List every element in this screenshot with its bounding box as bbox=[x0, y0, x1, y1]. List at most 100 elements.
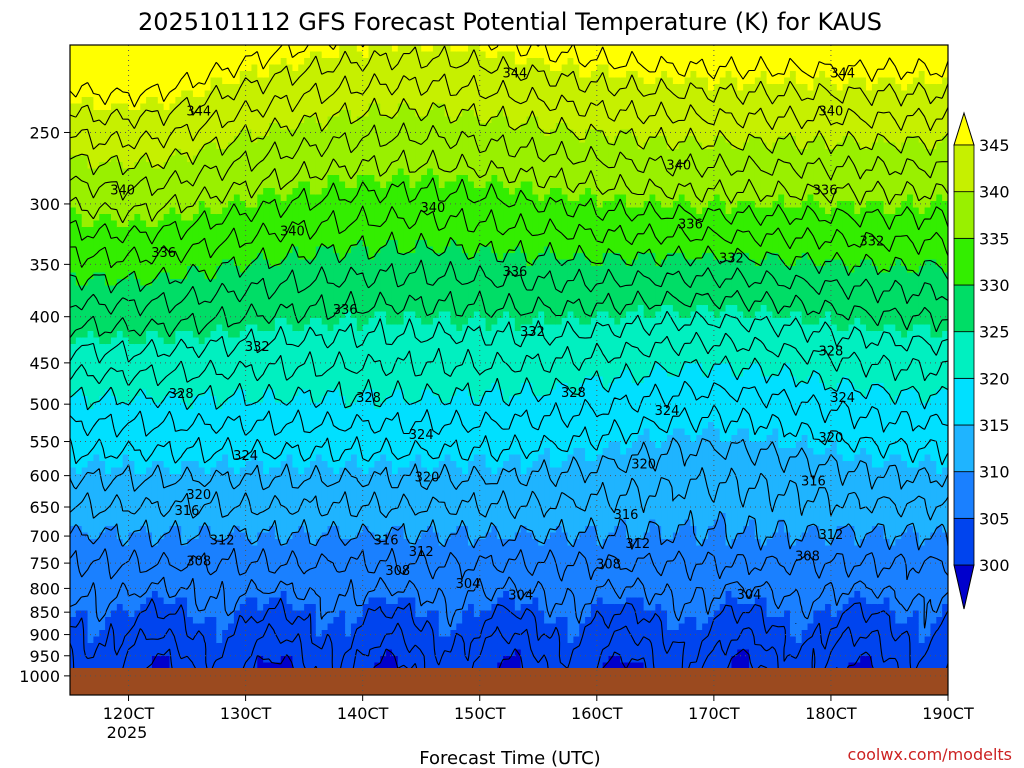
fill-cell bbox=[233, 357, 241, 365]
fill-cell bbox=[333, 636, 340, 644]
fill-cell bbox=[93, 175, 100, 183]
fill-cell bbox=[257, 363, 264, 371]
fill-cell bbox=[274, 415, 282, 423]
fill-cell bbox=[350, 500, 358, 508]
fill-cell bbox=[81, 331, 89, 339]
fill-cell bbox=[321, 396, 329, 404]
fill-cell bbox=[269, 532, 276, 540]
fill-cell bbox=[339, 344, 346, 352]
fill-cell bbox=[122, 480, 130, 488]
fill-cell bbox=[157, 370, 165, 378]
fill-cell bbox=[204, 207, 212, 215]
fill-cell bbox=[345, 480, 352, 488]
fill-cell bbox=[216, 630, 223, 638]
fill-cell bbox=[222, 188, 229, 196]
fill-cell bbox=[280, 474, 288, 482]
fill-cell bbox=[198, 487, 206, 495]
fill-cell bbox=[93, 389, 100, 397]
fill-cell bbox=[75, 584, 83, 592]
fill-cell bbox=[269, 311, 276, 319]
fill-cell bbox=[280, 526, 288, 534]
fill-cell bbox=[204, 649, 212, 657]
fill-cell bbox=[204, 324, 212, 332]
fill-cell bbox=[304, 266, 311, 274]
fill-cell bbox=[99, 266, 106, 274]
fill-cell bbox=[280, 487, 288, 495]
fill-cell bbox=[304, 272, 311, 280]
fill-cell bbox=[204, 448, 212, 456]
fill-cell bbox=[128, 370, 135, 378]
fill-cell bbox=[146, 636, 153, 644]
fill-cell bbox=[210, 643, 217, 651]
fill-cell bbox=[192, 402, 200, 410]
fill-cell bbox=[192, 110, 200, 118]
fill-cell bbox=[93, 207, 100, 215]
fill-cell bbox=[116, 285, 124, 293]
fill-cell bbox=[99, 649, 106, 657]
fill-cell bbox=[245, 246, 253, 254]
fill-cell bbox=[140, 578, 147, 586]
fill-cell bbox=[269, 493, 276, 501]
fill-cell bbox=[339, 214, 346, 222]
fill-cell bbox=[263, 324, 270, 332]
fill-cell bbox=[87, 370, 95, 378]
fill-cell bbox=[280, 591, 288, 599]
fill-cell bbox=[321, 103, 329, 111]
fill-cell bbox=[309, 383, 317, 391]
fill-cell bbox=[181, 461, 188, 469]
fill-cell bbox=[192, 591, 200, 599]
fill-cell bbox=[151, 181, 159, 189]
fill-cell bbox=[116, 656, 124, 664]
fill-cell bbox=[93, 422, 100, 430]
fill-cell bbox=[169, 604, 176, 612]
fill-cell bbox=[263, 545, 270, 553]
fill-cell bbox=[204, 513, 212, 521]
fill-cell bbox=[81, 266, 89, 274]
fill-cell bbox=[70, 220, 77, 228]
fill-cell bbox=[81, 532, 89, 540]
fill-cell bbox=[339, 597, 346, 605]
fill-cell bbox=[151, 643, 159, 651]
fill-cell bbox=[169, 370, 176, 378]
fill-cell bbox=[169, 526, 176, 534]
fill-cell bbox=[333, 545, 340, 553]
fill-cell bbox=[356, 415, 364, 423]
fill-cell bbox=[327, 123, 334, 131]
fill-cell bbox=[356, 357, 364, 365]
fill-cell bbox=[274, 435, 282, 443]
fill-cell bbox=[128, 168, 135, 176]
fill-cell bbox=[298, 357, 305, 365]
fill-cell bbox=[210, 123, 217, 131]
fill-cell bbox=[327, 493, 334, 501]
fill-cell bbox=[181, 188, 188, 196]
fill-cell bbox=[122, 45, 130, 53]
fill-cell bbox=[151, 259, 159, 267]
fill-cell bbox=[292, 662, 299, 670]
fill-cell bbox=[333, 474, 340, 482]
fill-cell bbox=[198, 610, 206, 618]
fill-cell bbox=[146, 71, 153, 79]
fill-cell bbox=[192, 519, 200, 527]
fill-cell bbox=[315, 227, 323, 235]
fill-cell bbox=[263, 617, 270, 625]
fill-cell bbox=[181, 610, 188, 618]
fill-cell bbox=[122, 357, 130, 365]
fill-cell bbox=[350, 220, 358, 228]
fill-cell bbox=[146, 149, 153, 157]
fill-cell bbox=[245, 435, 253, 443]
fill-cell bbox=[239, 181, 247, 189]
fill-cell bbox=[339, 331, 346, 339]
fill-cell bbox=[298, 454, 305, 462]
fill-cell bbox=[122, 51, 130, 59]
fill-cell bbox=[222, 136, 229, 144]
fill-cell bbox=[151, 71, 159, 79]
fill-cell bbox=[216, 539, 223, 547]
fill-cell bbox=[181, 90, 188, 98]
fill-cell bbox=[151, 415, 159, 423]
fill-cell bbox=[87, 376, 95, 384]
fill-cell bbox=[116, 58, 124, 66]
fill-cell bbox=[146, 630, 153, 638]
fill-cell bbox=[216, 51, 223, 59]
fill-cell bbox=[175, 253, 182, 261]
fill-cell bbox=[315, 240, 323, 248]
